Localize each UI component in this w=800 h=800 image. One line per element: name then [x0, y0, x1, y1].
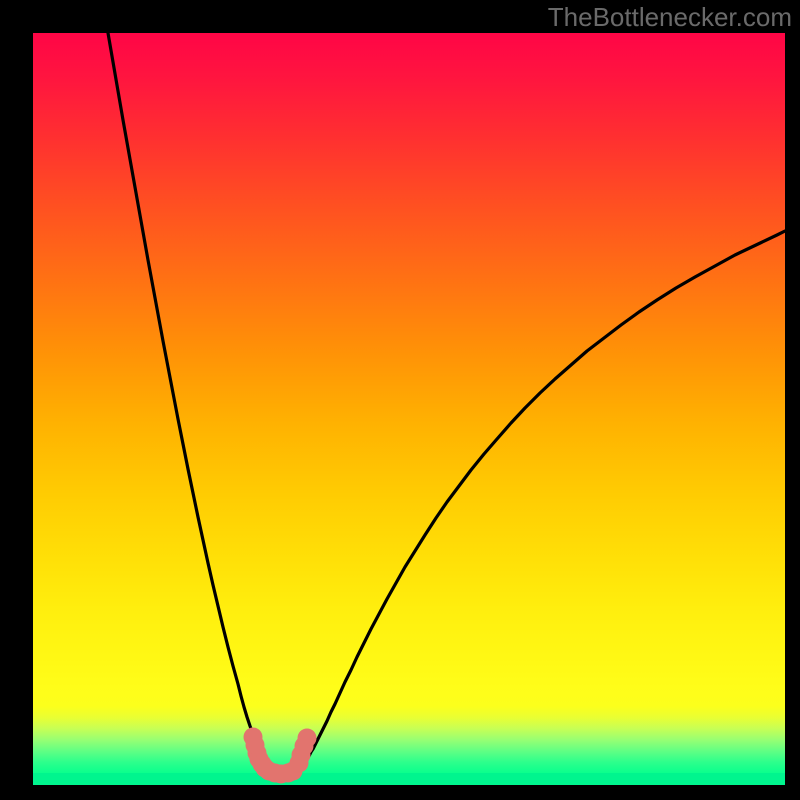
- plot-area: [33, 33, 785, 785]
- data-marker: [298, 729, 317, 748]
- chart-svg: [33, 33, 785, 785]
- green-band: [33, 773, 785, 785]
- chart-background: [33, 33, 785, 785]
